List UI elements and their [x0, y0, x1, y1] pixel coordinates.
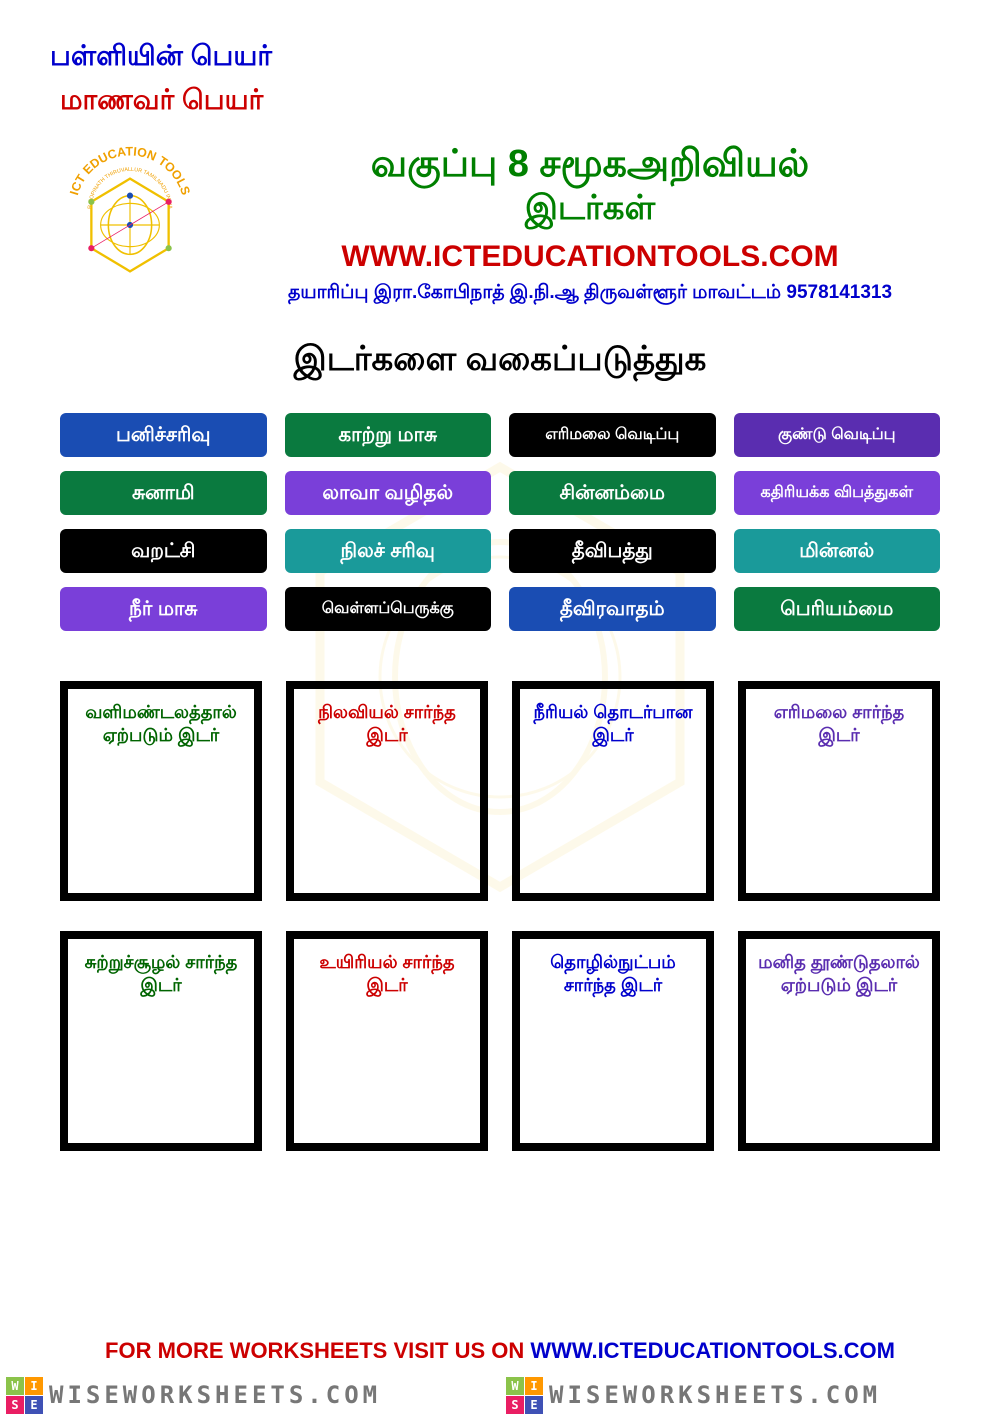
category-box[interactable]: தொழில்நுட்பம் சார்ந்த இடர் [512, 931, 714, 1151]
tag-item[interactable]: கதிரியக்க விபத்துகள் [734, 471, 941, 515]
category-box-title: நிலவியல் சார்ந்த இடர் [302, 701, 472, 748]
tag-item[interactable]: தீவிபத்து [509, 529, 716, 573]
category-box-title: மனித தூண்டுதலால் ஏற்படும் இடர் [754, 951, 924, 998]
footer-text-1: FOR MORE WORKSHEETS VISIT US ON [105, 1338, 530, 1363]
category-box[interactable]: நீரியல் தொடர்பான இடர் [512, 681, 714, 901]
tag-item[interactable]: சின்னம்மை [509, 471, 716, 515]
category-box[interactable]: நிலவியல் சார்ந்த இடர் [286, 681, 488, 901]
footer: FOR MORE WORKSHEETS VISIT US ON WWW.ICTE… [0, 1338, 1000, 1364]
tag-item[interactable]: எரிமலை வெடிப்பு [509, 413, 716, 457]
page-title-line1: வகுப்பு 8 சமூகஅறிவியல் [230, 140, 950, 189]
category-box[interactable]: வளிமண்டலத்தால் ஏற்படும் இடர் [60, 681, 262, 901]
bottom-banner: WISEWISEWORKSHEETS.COMWISEWISEWORKSHEETS… [0, 1376, 1000, 1414]
boxes-grid: வளிமண்டலத்தால் ஏற்படும் இடர் நிலவியல் சார… [50, 681, 950, 1151]
tag-item[interactable]: தீவிரவாதம் [509, 587, 716, 631]
student-name-label: மாணவர் பெயர் [60, 84, 950, 120]
tag-item[interactable]: குண்டு வெடிப்பு [734, 413, 941, 457]
tag-item[interactable]: லாவா வழிதல் [285, 471, 492, 515]
banner-half: WISEWISEWORKSHEETS.COM [500, 1376, 1000, 1414]
tags-grid: பனிச்சரிவு காற்று மாசு எரிமலை வெடிப்பு குண்… [50, 413, 950, 631]
category-box-title: எரிமலை சார்ந்த இடர் [754, 701, 924, 748]
header-row: ICT EDUCATION TOOLS R GOPINATH THIRUVALL… [50, 140, 950, 310]
category-box-title: சுற்றுச்சூழல் சார்ந்த இடர் [76, 951, 246, 998]
tag-item[interactable]: வெள்ளப்பெருக்கு [285, 587, 492, 631]
tag-item[interactable]: நிலச் சரிவு [285, 529, 492, 573]
category-box[interactable]: சுற்றுச்சூழல் சார்ந்த இடர் [60, 931, 262, 1151]
tag-item[interactable]: பெரியம்மை [734, 587, 941, 631]
school-name-label: பள்ளியின் பெயர் [50, 40, 950, 76]
category-box-title: தொழில்நுட்பம் சார்ந்த இடர் [528, 951, 698, 998]
tag-item[interactable]: வறட்சி [60, 529, 267, 573]
tag-item[interactable]: சுனாமி [60, 471, 267, 515]
category-box-title: நீரியல் தொடர்பான இடர் [528, 701, 698, 748]
logo-icon: ICT EDUCATION TOOLS R GOPINATH THIRUVALL… [50, 140, 210, 310]
banner-half: WISEWISEWORKSHEETS.COM [0, 1376, 500, 1414]
category-box-title: வளிமண்டலத்தால் ஏற்படும் இடர் [76, 701, 246, 748]
banner-text: WISEWORKSHEETS.COM [549, 1381, 881, 1409]
category-box-title: உயிரியல் சார்ந்த இடர் [302, 951, 472, 998]
category-box[interactable]: உயிரியல் சார்ந்த இடர் [286, 931, 488, 1151]
website-url: WWW.ICTEDUCATIONTOOLS.COM [230, 240, 950, 274]
tag-item[interactable]: பனிச்சரிவு [60, 413, 267, 457]
tag-item[interactable]: காற்று மாசு [285, 413, 492, 457]
category-box[interactable]: மனித தூண்டுதலால் ஏற்படும் இடர் [738, 931, 940, 1151]
tag-item[interactable]: மின்னல் [734, 529, 941, 573]
tag-item[interactable]: நீர் மாசு [60, 587, 267, 631]
page-title-line2: இடர்கள் [230, 189, 950, 232]
section-title: இடர்களை வகைப்படுத்துக [50, 340, 950, 383]
category-box[interactable]: எரிமலை சார்ந்த இடர் [738, 681, 940, 901]
footer-text-2: WWW.ICTEDUCATIONTOOLS.COM [530, 1338, 895, 1363]
credits-line: தயாரிப்பு இரா.கோபிநாத் இ.நி.ஆ திருவள்ளூர… [230, 282, 950, 306]
banner-text: WISEWORKSHEETS.COM [49, 1381, 381, 1409]
